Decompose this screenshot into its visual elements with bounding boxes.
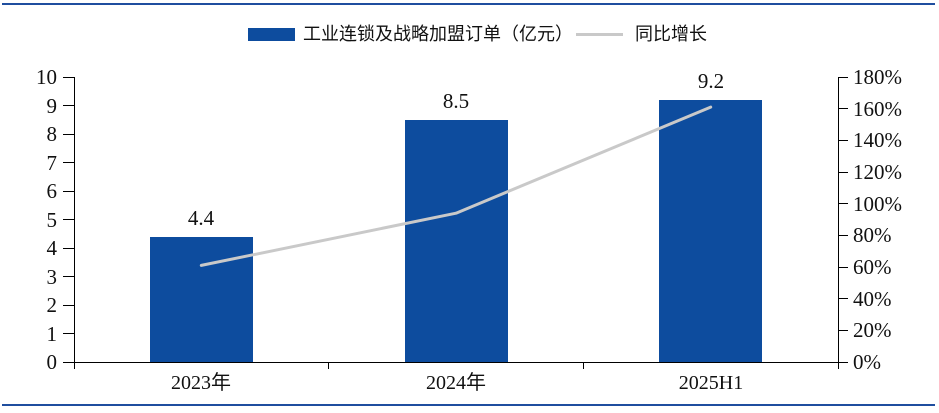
left-axis-line <box>74 77 75 363</box>
right-axis-tick <box>839 108 848 110</box>
left-axis-tick-label: 3 <box>46 264 58 289</box>
right-axis-tick-label: 20% <box>853 318 892 343</box>
left-axis-tick-label: 10 <box>36 65 57 89</box>
legend-item-line: 同比增长 <box>576 24 707 44</box>
right-axis-line <box>838 77 839 363</box>
right-axis-tick-label: 0% <box>853 350 881 374</box>
right-axis-tick <box>839 171 848 173</box>
left-axis-tick <box>63 333 74 334</box>
left-axis-tick-label: 9 <box>46 93 58 118</box>
left-axis-tick-label: 8 <box>46 122 58 146</box>
right-axis-tick <box>839 298 848 300</box>
left-axis-tick <box>63 133 74 135</box>
right-axis-tick-label: 40% <box>853 286 892 311</box>
bar <box>405 120 508 362</box>
right-axis-tick-label: 100% <box>853 191 902 216</box>
x-axis-tick <box>73 362 75 369</box>
left-axis-tick <box>63 361 74 363</box>
left-axis-tick <box>63 162 74 163</box>
right-axis-tick <box>839 76 848 78</box>
bar <box>659 100 762 362</box>
right-axis-tick-label: 80% <box>853 223 892 248</box>
right-axis-tick-label: 60% <box>853 255 892 279</box>
line-series-swatch-icon <box>576 32 623 36</box>
right-axis-tick-label: 160% <box>853 96 902 121</box>
right-axis-tick <box>839 361 848 363</box>
top-border-rule <box>2 3 935 5</box>
left-axis-tick-label: 2 <box>46 293 58 317</box>
legend-item-bar: 工业连锁及战略加盟订单（亿元） <box>248 24 573 44</box>
x-axis-tick <box>582 362 584 369</box>
left-axis-tick <box>63 105 74 106</box>
left-axis-tick <box>63 76 74 78</box>
left-axis-tick <box>63 276 74 277</box>
left-axis-tick-label: 4 <box>46 236 58 260</box>
left-axis-tick-label: 5 <box>46 207 58 232</box>
x-axis-tick <box>837 362 839 369</box>
right-axis-tick <box>839 203 848 205</box>
x-axis-line <box>74 362 839 363</box>
x-axis-category-label: 2025H1 <box>678 372 744 394</box>
line-series-label: 同比增长 <box>635 24 707 44</box>
left-axis-tick-label: 1 <box>46 321 58 346</box>
left-axis-tick <box>63 190 74 192</box>
growth-line-svg <box>199 105 713 267</box>
right-axis-tick <box>839 234 848 236</box>
left-axis-tick-label: 6 <box>46 179 58 203</box>
bar-series-swatch-icon <box>248 27 295 41</box>
right-axis-tick-label: 180% <box>853 65 902 89</box>
bar-value-label: 4.4 <box>187 206 215 230</box>
x-axis-tick <box>328 362 330 369</box>
right-axis-tick-label: 140% <box>853 128 902 153</box>
left-axis-tick-label: 0 <box>46 350 58 374</box>
right-axis-tick <box>839 139 848 141</box>
bar-value-label: 9.2 <box>697 69 725 93</box>
x-axis-category-label: 2024年 <box>426 372 486 394</box>
right-axis-tick-label: 120% <box>853 160 902 184</box>
left-axis-tick <box>63 247 74 249</box>
bar-value-label: 8.5 <box>442 89 470 113</box>
growth-line <box>199 105 713 267</box>
bottom-border-rule <box>2 404 935 406</box>
bar-series-label: 工业连锁及战略加盟订单（亿元） <box>303 24 573 44</box>
right-axis-tick <box>839 266 848 268</box>
left-axis-tick-label: 7 <box>46 150 58 175</box>
left-axis-tick <box>63 304 74 306</box>
right-axis-tick <box>839 329 848 331</box>
left-axis-tick <box>63 219 74 220</box>
x-axis-category-label: 2023年 <box>171 372 231 394</box>
